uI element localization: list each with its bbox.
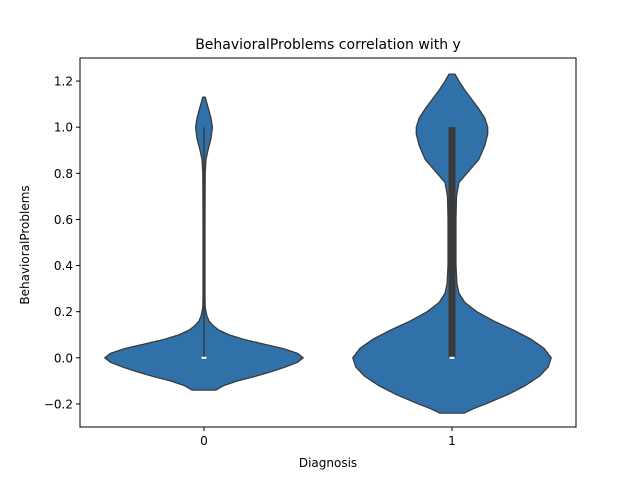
chart-title: BehavioralProblems correlation with y bbox=[195, 37, 461, 53]
violins-layer bbox=[104, 73, 552, 414]
y-tick-label: 1.2 bbox=[54, 75, 73, 89]
y-tick-label: 1.0 bbox=[54, 121, 73, 135]
y-tick-label: 0.8 bbox=[54, 167, 73, 181]
y-tick-label: 0.6 bbox=[54, 213, 73, 227]
iqr-box-1 bbox=[448, 127, 456, 358]
y-tick-label: 0.4 bbox=[54, 259, 73, 273]
x-tick-label: 1 bbox=[448, 434, 456, 448]
x-axis-label: Diagnosis bbox=[299, 456, 357, 470]
y-axis: −0.2 0.0 0.2 0.4 0.6 0.8 1.0 1.2 bbox=[44, 75, 80, 411]
y-tick-label: 0.0 bbox=[54, 351, 73, 365]
plot-frame bbox=[79, 57, 577, 428]
y-axis-label: BehavioralProblems bbox=[18, 185, 32, 304]
y-tick-label: −0.2 bbox=[44, 397, 73, 411]
y-tick-label: 0.2 bbox=[54, 305, 73, 319]
x-tick-label: 0 bbox=[200, 434, 208, 448]
